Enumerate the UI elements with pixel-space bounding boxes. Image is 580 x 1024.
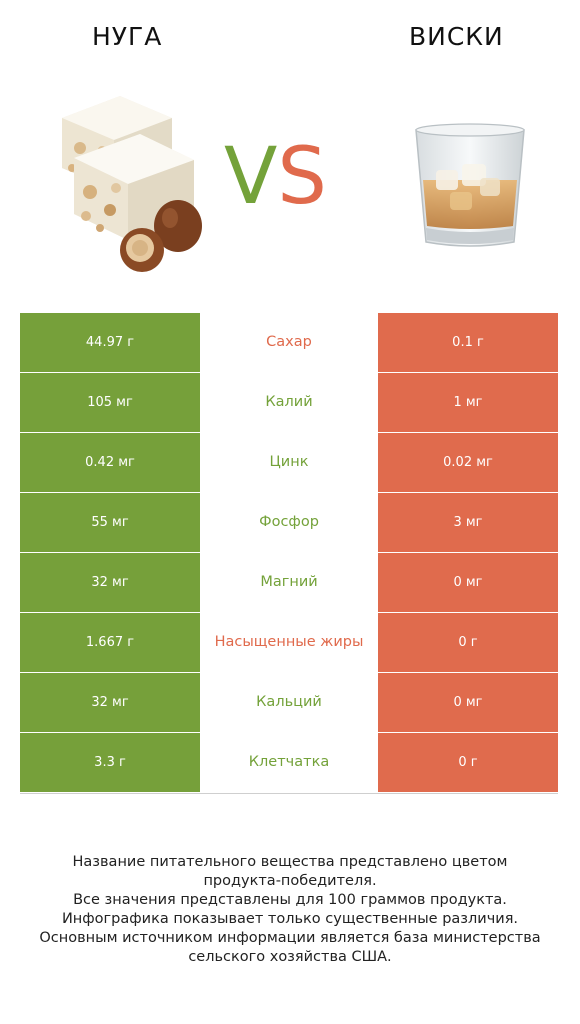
left-value: 32 мг [20,553,200,613]
footer-line: Все значения представлены для 100 граммо… [73,892,507,908]
nutrient-row: 44.97 г Сахар 0.1 г [20,313,558,373]
right-value: 1 мг [378,373,558,433]
nutrient-label: Цинк [200,433,378,493]
nutrient-row: 0.42 мг Цинк 0.02 мг [20,433,558,493]
nutrient-row: 1.667 г Насыщенные жиры 0 г [20,613,558,673]
nutrient-row: 32 мг Магний 0 мг [20,553,558,613]
left-value: 3.3 г [20,733,200,793]
comparison-table: 44.97 г Сахар 0.1 г 105 мг Калий 1 мг 0.42 мг Ц… [20,313,558,793]
footer-line: сельского хозяйства США. [188,949,392,965]
nougat-image [62,96,202,272]
left-value: 55 мг [20,493,200,553]
whisky-image [415,123,525,247]
vs-letter-s: S [277,132,327,222]
footer-line: Инфографика показывает только существенн… [61,911,519,927]
nutrient-label: Клетчатка [200,733,378,793]
right-value: 0.1 г [378,313,558,373]
right-value: 0 г [378,613,558,673]
nutrient-label: Сахар [200,313,378,373]
footer-line: продукта-победителя. [203,873,377,889]
nutrient-label: Калий [200,373,378,433]
left-value: 32 мг [20,673,200,733]
nutrient-label: Кальций [200,673,378,733]
right-value: 0 мг [378,553,558,613]
left-value: 44.97 г [20,313,200,373]
nutrient-row: 105 мг Калий 1 мг [20,373,558,433]
footer-line: Основным источником информации является … [39,930,541,946]
nutrient-row: 3.3 г Клетчатка 0 г [20,733,558,793]
vs-label: VS [224,138,327,216]
footer-notes: Название питательного вещества представл… [0,853,580,967]
nutrient-label: Насыщенные жиры [200,613,378,673]
nutrient-row: 55 мг Фосфор 3 мг [20,493,558,553]
left-value: 1.667 г [20,613,200,673]
right-value: 0.02 мг [378,433,558,493]
left-product-title: НУГА [92,22,163,51]
right-value: 0 г [378,733,558,793]
footer-line: Название питательного вещества представл… [72,854,508,870]
right-value: 3 мг [378,493,558,553]
vs-letter-v: V [224,132,278,222]
nutrient-label: Магний [200,553,378,613]
nutrient-row: 32 мг Кальций 0 мг [20,673,558,733]
right-value: 0 мг [378,673,558,733]
nutrient-label: Фосфор [200,493,378,553]
left-value: 0.42 мг [20,433,200,493]
right-product-title: ВИСКИ [409,22,504,51]
left-value: 105 мг [20,373,200,433]
